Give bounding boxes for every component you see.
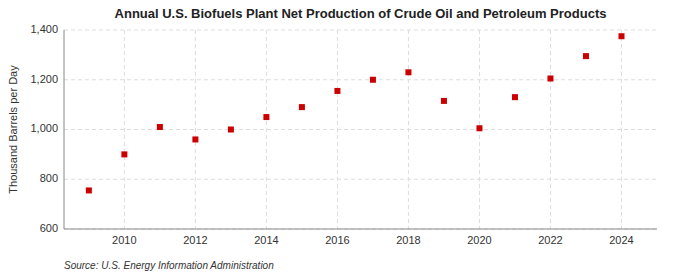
grid: [64, 30, 657, 229]
x-tick-label: 2024: [609, 234, 633, 246]
source-annotation: Source: U.S. Energy Information Administ…: [64, 260, 274, 271]
x-grid-line: [195, 30, 196, 229]
chart-svg: 600 800 1,000 1,200 1,400 2010 2012 2014 2016 201…: [0, 0, 675, 275]
chart-container: 600 800 1,000 1,200 1,400 2010 2012 2014 2016 201…: [0, 0, 675, 275]
points: [86, 33, 625, 193]
x-grid-line: [621, 30, 622, 229]
x-tick-label: 2022: [538, 234, 562, 246]
x-grid-line: [550, 30, 551, 229]
x-grid-line: [266, 30, 267, 229]
x-grid-line: [124, 30, 125, 229]
point: [441, 98, 447, 104]
x-tick-label: 2014: [254, 234, 278, 246]
point: [583, 53, 589, 59]
point: [263, 114, 269, 120]
x-tick-label: 2012: [183, 234, 207, 246]
point: [512, 94, 518, 100]
y-tick-label: 600: [40, 222, 58, 234]
point: [476, 125, 482, 131]
x-tick-label: 2010: [112, 234, 136, 246]
point: [618, 33, 624, 39]
point: [228, 127, 234, 133]
y-axis-line: [64, 30, 65, 229]
point: [192, 136, 198, 142]
point: [157, 124, 163, 130]
y-tick-label: 1,000: [30, 122, 58, 134]
point: [121, 151, 127, 157]
y-grid-line: [64, 79, 657, 80]
x-grid-line: [408, 30, 409, 229]
y-tick-label: 1,400: [30, 23, 58, 35]
y-grid-line: [64, 129, 657, 130]
point: [370, 77, 376, 83]
point: [86, 187, 92, 193]
y-axis-label: Thousand Barrels per Day: [7, 65, 19, 194]
x-tick-label: 2018: [396, 234, 420, 246]
x-tick-label: 2016: [325, 234, 349, 246]
title: Annual U.S. Biofuels Plant Net Productio…: [115, 6, 607, 21]
x-grid-line: [337, 30, 338, 229]
y-grid-line: [64, 179, 657, 180]
y-grid-line: [64, 30, 657, 31]
x-tick-label: 2020: [467, 234, 491, 246]
y-tick-label: 1,200: [30, 73, 58, 85]
point: [547, 76, 553, 82]
x-axis-line: [64, 229, 657, 230]
point: [334, 88, 340, 94]
y-grid-line: [64, 229, 657, 230]
point: [299, 104, 305, 110]
y-tick-label: 800: [40, 172, 58, 184]
point: [405, 69, 411, 75]
